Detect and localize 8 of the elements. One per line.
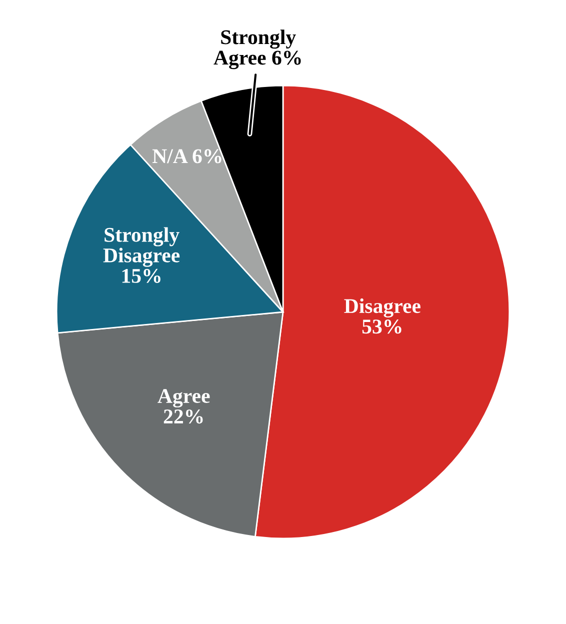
data-label: 15% [122,268,160,283]
slice-label: N/A 6% [152,149,222,164]
data-label: 53% [362,320,402,334]
slice-label: Strongly Disagree [103,227,180,267]
slice-label: Disagree [344,298,420,318]
data-label: 22% [164,409,203,424]
slice-label: Strongly Agree 6% [214,30,301,70]
slice-label: Agree [158,389,210,408]
